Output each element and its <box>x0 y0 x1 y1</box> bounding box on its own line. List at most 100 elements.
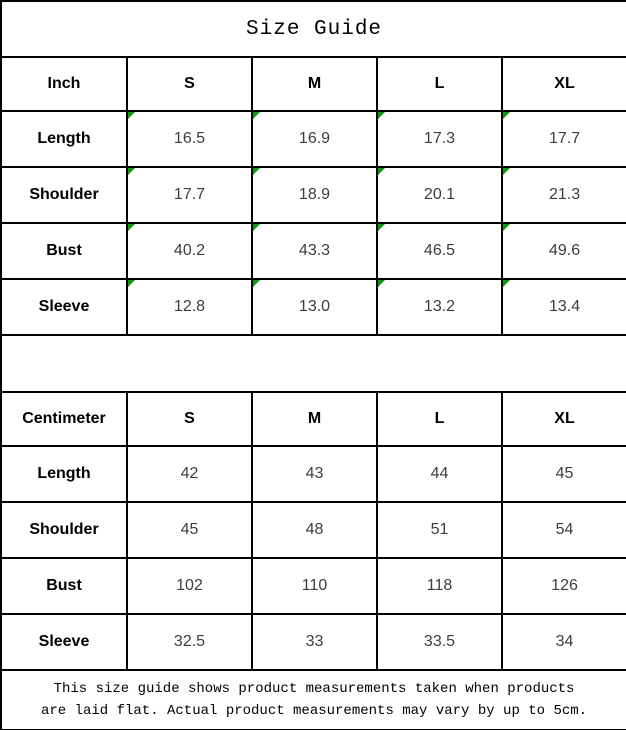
value-cell: 44 <box>376 445 503 503</box>
value-cell: 33.5 <box>376 613 503 671</box>
cell-flag-icon <box>379 113 385 119</box>
cell-value: 102 <box>176 577 203 594</box>
value-cell: 13.2 <box>376 278 503 336</box>
value-cell: 45 <box>500 445 626 503</box>
size-header-l: L <box>376 391 503 447</box>
value-cell: 45 <box>126 501 253 559</box>
cell-flag-icon <box>129 281 135 287</box>
cell-flag-icon <box>254 169 260 175</box>
cell-flag-icon <box>254 225 260 231</box>
row-label: Sleeve <box>0 613 128 671</box>
row-label: Length <box>0 110 128 168</box>
size-header-xl: XL <box>500 56 626 112</box>
cell-value: 45 <box>180 521 199 538</box>
footer-note: This size guide shows product measuremen… <box>0 669 626 730</box>
cell-flag-icon <box>129 169 135 175</box>
inch-header-row: Inch S M L XL <box>0 56 626 112</box>
size-header-s: S <box>126 391 253 447</box>
cell-value: 13.4 <box>548 298 581 315</box>
cell-value: 33.5 <box>423 633 456 650</box>
cell-value: 17.3 <box>423 130 456 147</box>
cell-flag-icon <box>504 225 510 231</box>
footer-line-1: This size guide shows product measuremen… <box>53 681 575 697</box>
value-cell: 18.9 <box>251 166 378 224</box>
value-cell: 43.3 <box>251 222 378 280</box>
cell-value: 40.2 <box>173 242 206 259</box>
row-label: Sleeve <box>0 278 128 336</box>
size-header-l: L <box>376 56 503 112</box>
value-cell: 48 <box>251 501 378 559</box>
cell-value: 17.7 <box>548 130 581 147</box>
cell-flag-icon <box>129 225 135 231</box>
cell-flag-icon <box>379 281 385 287</box>
value-cell: 13.0 <box>251 278 378 336</box>
cell-value: 16.5 <box>173 130 206 147</box>
cm-row-sleeve: Sleeve 32.5 33 33.5 34 <box>0 613 626 671</box>
cell-value: 17.7 <box>173 186 206 203</box>
value-cell: 126 <box>500 557 626 615</box>
cell-value: 118 <box>426 577 453 594</box>
cell-flag-icon <box>379 225 385 231</box>
cell-value: 21.3 <box>548 186 581 203</box>
value-cell: 12.8 <box>126 278 253 336</box>
value-cell: 33 <box>251 613 378 671</box>
cell-value: 34 <box>555 633 574 650</box>
cell-value: 46.5 <box>423 242 456 259</box>
value-cell: 118 <box>376 557 503 615</box>
cell-value: 48 <box>305 521 324 538</box>
cell-value: 43.3 <box>298 242 331 259</box>
cell-value: 20.1 <box>423 186 456 203</box>
value-cell: 17.7 <box>500 110 626 168</box>
cell-value: 18.9 <box>298 186 331 203</box>
value-cell: 21.3 <box>500 166 626 224</box>
value-cell: 43 <box>251 445 378 503</box>
size-header-m: M <box>251 391 378 447</box>
cell-flag-icon <box>129 113 135 119</box>
inch-row-length: Length 16.5 16.9 17.3 17.7 <box>0 110 626 168</box>
size-header-s: S <box>126 56 253 112</box>
cell-flag-icon <box>254 281 260 287</box>
cm-header-row: Centimeter S M L XL <box>0 391 626 447</box>
cell-value: 16.9 <box>298 130 331 147</box>
cm-row-bust: Bust 102 110 118 126 <box>0 557 626 615</box>
cell-value: 51 <box>430 521 449 538</box>
page-title: Size Guide <box>0 0 626 58</box>
cm-row-length: Length 42 43 44 45 <box>0 445 626 503</box>
cell-flag-icon <box>504 281 510 287</box>
cell-value: 54 <box>555 521 574 538</box>
value-cell: 42 <box>126 445 253 503</box>
cell-value: 49.6 <box>548 242 581 259</box>
value-cell: 102 <box>126 557 253 615</box>
cell-value: 13.0 <box>298 298 331 315</box>
value-cell: 40.2 <box>126 222 253 280</box>
spacer-row <box>0 334 626 393</box>
value-cell: 16.5 <box>126 110 253 168</box>
cell-value: 12.8 <box>173 298 206 315</box>
cm-row-shoulder: Shoulder 45 48 51 54 <box>0 501 626 559</box>
cell-value: 45 <box>555 465 574 482</box>
value-cell: 17.3 <box>376 110 503 168</box>
cell-flag-icon <box>379 169 385 175</box>
inch-row-bust: Bust 40.2 43.3 46.5 49.6 <box>0 222 626 280</box>
inch-row-sleeve: Sleeve 12.8 13.0 13.2 13.4 <box>0 278 626 336</box>
value-cell: 34 <box>500 613 626 671</box>
cell-flag-icon <box>254 113 260 119</box>
footer-line-2: are laid flat. Actual product measuremen… <box>40 703 588 719</box>
spacer-cell <box>0 334 626 393</box>
value-cell: 17.7 <box>126 166 253 224</box>
row-label: Length <box>0 445 128 503</box>
value-cell: 16.9 <box>251 110 378 168</box>
value-cell: 46.5 <box>376 222 503 280</box>
value-cell: 51 <box>376 501 503 559</box>
cell-value: 13.2 <box>423 298 456 315</box>
cell-value: 44 <box>430 465 449 482</box>
row-label: Shoulder <box>0 166 128 224</box>
inch-row-shoulder: Shoulder 17.7 18.9 20.1 21.3 <box>0 166 626 224</box>
value-cell: 49.6 <box>500 222 626 280</box>
unit-header-centimeter: Centimeter <box>0 391 128 447</box>
size-header-xl: XL <box>500 391 626 447</box>
cell-flag-icon <box>504 113 510 119</box>
row-label: Bust <box>0 222 128 280</box>
cell-value: 126 <box>551 577 578 594</box>
